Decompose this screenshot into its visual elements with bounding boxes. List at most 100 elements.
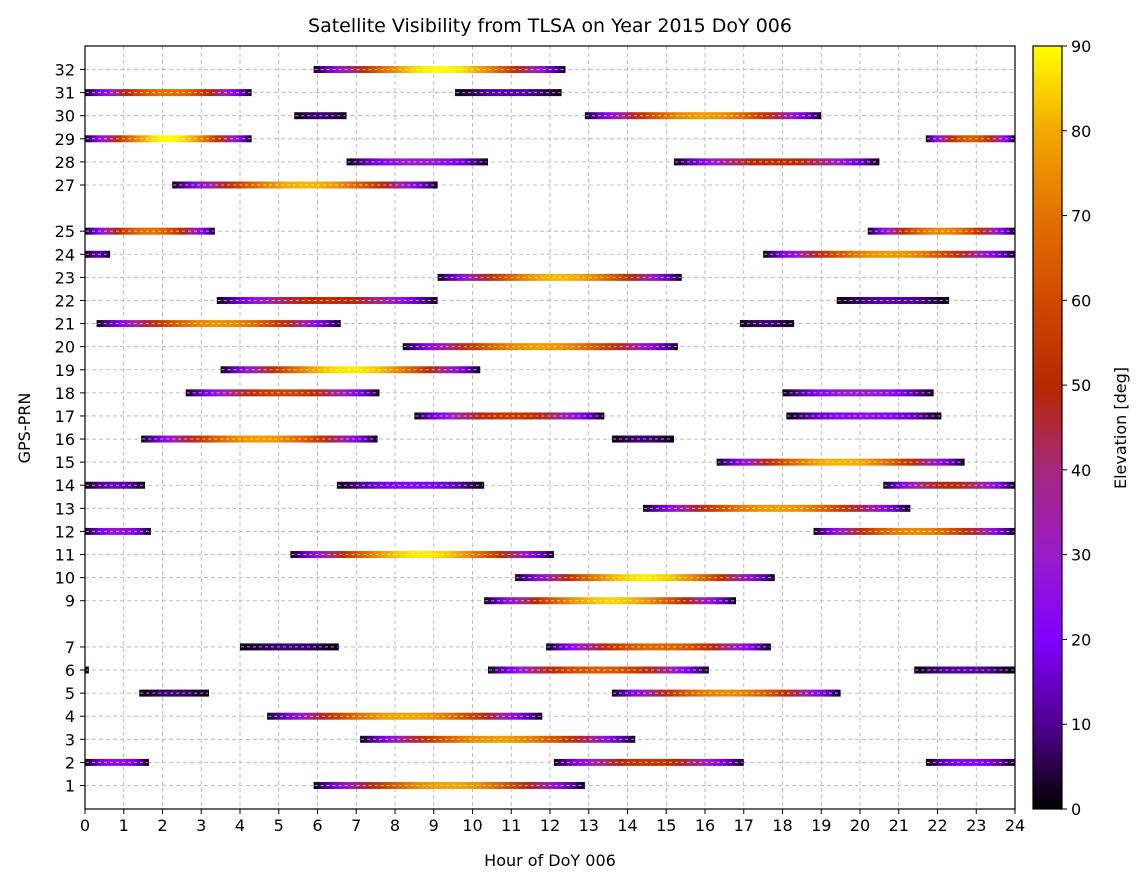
satellite-pass-prn-5	[139, 689, 209, 697]
x-tick-label: 7	[351, 816, 361, 835]
y-tick-label: 23	[55, 268, 75, 287]
y-tick-label: 13	[55, 499, 75, 518]
satellite-pass-prn-25	[85, 227, 215, 235]
y-axis-label: GPS-PRN	[15, 393, 34, 464]
x-tick-label: 8	[390, 816, 400, 835]
y-tick-label: 19	[55, 361, 75, 380]
satellite-pass-prn-7	[546, 643, 771, 651]
colorbar-tick-label: 80	[1071, 122, 1091, 141]
satellite-pass-prn-14	[883, 481, 1015, 489]
satellite-pass-prn-20	[402, 343, 678, 351]
x-tick-label: 24	[1005, 816, 1025, 835]
x-tick-label: 10	[462, 816, 482, 835]
satellite-pass-prn-12	[813, 527, 1015, 535]
x-tick-label: 16	[695, 816, 715, 835]
y-tick-label: 20	[55, 338, 75, 357]
y-tick-label: 22	[55, 291, 75, 310]
colorbar-tick-label: 20	[1071, 630, 1091, 649]
x-tick-label: 2	[157, 816, 167, 835]
x-tick-label: 23	[966, 816, 986, 835]
y-tick-label: 18	[55, 384, 75, 403]
colorbar-tick-label: 10	[1071, 715, 1091, 734]
y-axis: 1234567910111213141516171819202122232425…	[55, 61, 85, 796]
satellite-pass-prn-31	[85, 89, 252, 97]
satellite-pass-prn-16	[141, 435, 378, 443]
y-tick-label: 32	[55, 61, 75, 80]
x-axis-label: Hour of DoY 006	[484, 851, 616, 870]
satellite-pass-prn-28	[346, 158, 488, 166]
bar-layer	[85, 66, 1015, 789]
x-tick-label: 3	[196, 816, 206, 835]
satellite-pass-prn-14	[85, 481, 146, 489]
x-tick-label: 14	[617, 816, 637, 835]
satellite-pass-prn-2	[553, 758, 744, 766]
y-tick-label: 30	[55, 107, 75, 126]
colorbar-tick-label: 60	[1071, 291, 1091, 310]
y-tick-label: 24	[55, 245, 75, 264]
colorbar-gradient	[1033, 46, 1062, 809]
y-tick-label: 17	[55, 407, 75, 426]
satellite-pass-prn-11	[290, 551, 554, 559]
y-tick-label: 31	[55, 84, 75, 103]
y-tick-label: 14	[55, 476, 75, 495]
satellite-pass-prn-5	[612, 689, 841, 697]
satellite-pass-prn-18	[185, 389, 380, 397]
y-tick-label: 15	[55, 453, 75, 472]
x-tick-label: 13	[579, 816, 599, 835]
satellite-pass-prn-32	[313, 66, 566, 73]
y-tick-label: 12	[55, 522, 75, 541]
satellite-pass-prn-9	[484, 597, 736, 605]
x-tick-label: 18	[772, 816, 792, 835]
y-tick-label: 2	[65, 753, 75, 772]
colorbar-tick-label: 30	[1071, 546, 1091, 565]
colorbar: 0 10 20 30 40 50 60 70 80 90	[1032, 37, 1091, 819]
x-tick-label: 0	[80, 816, 90, 835]
satellite-pass-prn-24	[763, 250, 1015, 258]
y-tick-label: 7	[65, 638, 75, 657]
y-tick-label: 27	[55, 176, 75, 195]
x-tick-label: 5	[274, 816, 284, 835]
y-tick-label: 16	[55, 430, 75, 449]
satellite-pass-prn-31	[455, 89, 562, 97]
x-tick-label: 12	[540, 816, 560, 835]
colorbar-frame	[1032, 45, 1063, 810]
y-tick-label: 1	[65, 777, 75, 796]
colorbar-tick-label: 90	[1071, 37, 1091, 56]
satellite-pass-prn-29	[85, 135, 252, 143]
y-tick-label: 11	[55, 546, 75, 565]
y-tick-label: 6	[65, 661, 75, 680]
y-tick-label: 9	[65, 592, 75, 611]
x-axis: 0 1 2 3 4 5 6 7 8 9 10 11 12 13 14 15 16 17 18 19 20 21 22 23 24	[80, 809, 1025, 835]
x-tick-label: 1	[119, 816, 129, 835]
satellite-pass-prn-17	[414, 412, 605, 420]
y-tick-label: 5	[65, 684, 75, 703]
satellite-pass-prn-3	[360, 735, 636, 743]
colorbar-label: Elevation [deg]	[1111, 367, 1130, 489]
colorbar-tick-label: 70	[1071, 207, 1091, 226]
x-tick-label: 22	[927, 816, 947, 835]
y-tick-label: 29	[55, 130, 75, 149]
satellite-pass-prn-4	[267, 712, 543, 720]
y-tick-label: 21	[55, 315, 75, 334]
x-tick-label: 15	[656, 816, 676, 835]
colorbar-tick-label: 40	[1071, 461, 1091, 480]
y-tick-label: 10	[55, 569, 75, 588]
x-tick-label: 21	[889, 816, 909, 835]
satellite-pass-prn-27	[172, 181, 438, 189]
x-tick-label: 4	[235, 816, 245, 835]
chart-title: Satellite Visibility from TLSA on Year 2…	[308, 15, 792, 37]
x-tick-label: 6	[312, 816, 322, 835]
y-tick-label: 28	[55, 153, 75, 172]
y-tick-label: 3	[65, 730, 75, 749]
satellite-pass-prn-24	[85, 250, 111, 258]
x-tick-label: 9	[429, 816, 439, 835]
x-tick-label: 19	[811, 816, 831, 835]
x-tick-label: 17	[734, 816, 754, 835]
y-tick-label: 4	[65, 707, 75, 726]
colorbar-tick-label: 0	[1071, 800, 1081, 819]
satellite-pass-prn-30	[584, 112, 822, 120]
x-tick-label: 11	[501, 816, 521, 835]
y-tick-label: 25	[55, 222, 75, 241]
colorbar-tick-label: 50	[1071, 376, 1091, 395]
